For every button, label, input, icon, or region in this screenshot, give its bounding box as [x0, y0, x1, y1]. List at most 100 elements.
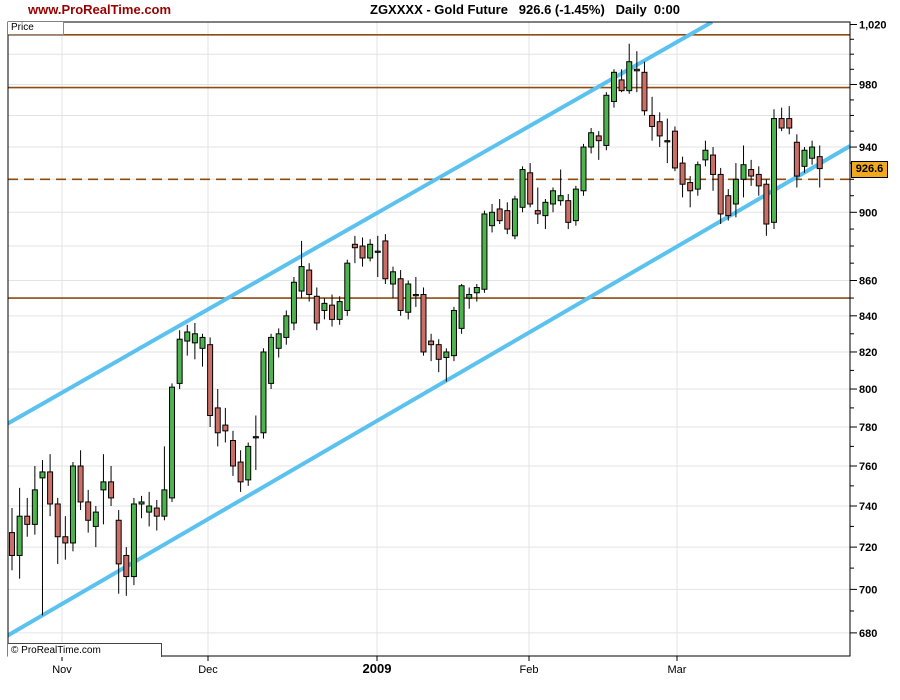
candle[interactable]: [664, 118, 671, 164]
candle[interactable]: [603, 92, 610, 151]
candle[interactable]: [138, 495, 145, 519]
candle[interactable]: [290, 277, 297, 331]
candle[interactable]: [176, 330, 183, 390]
candle[interactable]: [92, 506, 99, 548]
candle[interactable]: [572, 185, 579, 226]
candle[interactable]: [237, 450, 244, 492]
candle[interactable]: [725, 189, 732, 221]
candle[interactable]: [656, 112, 663, 148]
candle[interactable]: [443, 348, 450, 382]
candle[interactable]: [595, 131, 602, 160]
candle[interactable]: [24, 497, 31, 537]
candle[interactable]: [321, 298, 328, 320]
candle[interactable]: [504, 202, 511, 235]
channel-trendline[interactable]: [0, 22, 713, 428]
candle[interactable]: [710, 147, 717, 191]
candle[interactable]: [580, 143, 587, 196]
candle[interactable]: [679, 156, 686, 198]
candle[interactable]: [207, 337, 214, 428]
candle[interactable]: [534, 187, 541, 225]
candle[interactable]: [199, 333, 206, 367]
candle[interactable]: [275, 328, 282, 358]
candle[interactable]: [161, 446, 168, 521]
candle[interactable]: [527, 163, 534, 208]
candle[interactable]: [214, 389, 221, 447]
candle[interactable]: [351, 235, 358, 264]
candle[interactable]: [542, 199, 549, 230]
candle[interactable]: [374, 235, 381, 278]
candle[interactable]: [47, 454, 54, 517]
candle[interactable]: [397, 270, 404, 316]
candle[interactable]: [557, 169, 564, 206]
candle[interactable]: [633, 51, 640, 93]
candle[interactable]: [748, 159, 755, 186]
candle[interactable]: [229, 430, 236, 476]
candle[interactable]: [359, 237, 366, 267]
candle[interactable]: [69, 462, 76, 552]
candle[interactable]: [801, 147, 808, 173]
candle[interactable]: [283, 310, 290, 345]
candle[interactable]: [123, 547, 130, 596]
candle[interactable]: [519, 166, 526, 213]
candle[interactable]: [222, 407, 229, 443]
candle[interactable]: [610, 69, 617, 108]
candle[interactable]: [816, 145, 823, 188]
candle[interactable]: [755, 166, 762, 196]
candle[interactable]: [367, 239, 374, 262]
candle[interactable]: [146, 491, 153, 527]
candle[interactable]: [390, 266, 396, 299]
candle[interactable]: [306, 263, 313, 302]
candle[interactable]: [313, 287, 320, 331]
candle[interactable]: [260, 348, 267, 439]
candle[interactable]: [458, 284, 465, 334]
candle[interactable]: [405, 280, 412, 320]
candle[interactable]: [481, 210, 488, 293]
candle[interactable]: [191, 322, 198, 360]
candle[interactable]: [694, 161, 701, 196]
candle[interactable]: [77, 450, 84, 511]
candle[interactable]: [565, 194, 572, 230]
candle[interactable]: [268, 333, 275, 390]
prorealtime-brand-link[interactable]: www.ProRealTime.com: [28, 2, 172, 17]
candle[interactable]: [184, 324, 191, 356]
candle[interactable]: [108, 465, 115, 507]
candle[interactable]: [153, 499, 160, 531]
candle[interactable]: [771, 109, 777, 230]
candle[interactable]: [641, 61, 648, 116]
candle[interactable]: [31, 465, 38, 535]
candle[interactable]: [489, 203, 496, 233]
candle[interactable]: [344, 259, 351, 316]
candle[interactable]: [100, 454, 107, 525]
candle[interactable]: [717, 167, 724, 225]
candle[interactable]: [62, 516, 69, 560]
candle[interactable]: [626, 43, 633, 94]
candle[interactable]: [550, 187, 557, 213]
candle[interactable]: [793, 134, 800, 188]
candle[interactable]: [382, 234, 389, 285]
candle[interactable]: [511, 195, 518, 240]
candle[interactable]: [687, 176, 694, 208]
candle[interactable]: [435, 339, 442, 373]
candle[interactable]: [649, 96, 656, 141]
candle[interactable]: [130, 497, 137, 586]
candle[interactable]: [732, 163, 739, 218]
candle[interactable]: [169, 383, 176, 502]
candle[interactable]: [420, 287, 427, 356]
candle[interactable]: [252, 415, 259, 470]
candle[interactable]: [298, 240, 305, 299]
candle[interactable]: [428, 333, 435, 362]
candle[interactable]: [39, 460, 46, 616]
candle[interactable]: [473, 284, 480, 302]
candle[interactable]: [763, 179, 770, 236]
candle[interactable]: [412, 277, 419, 307]
candle[interactable]: [786, 106, 793, 135]
candle[interactable]: [85, 489, 92, 533]
candle[interactable]: [16, 487, 23, 579]
candle[interactable]: [115, 510, 122, 594]
candle[interactable]: [466, 287, 473, 309]
candle[interactable]: [588, 128, 595, 154]
candle[interactable]: [496, 199, 503, 225]
candle[interactable]: [450, 306, 457, 362]
candle[interactable]: [54, 497, 61, 564]
